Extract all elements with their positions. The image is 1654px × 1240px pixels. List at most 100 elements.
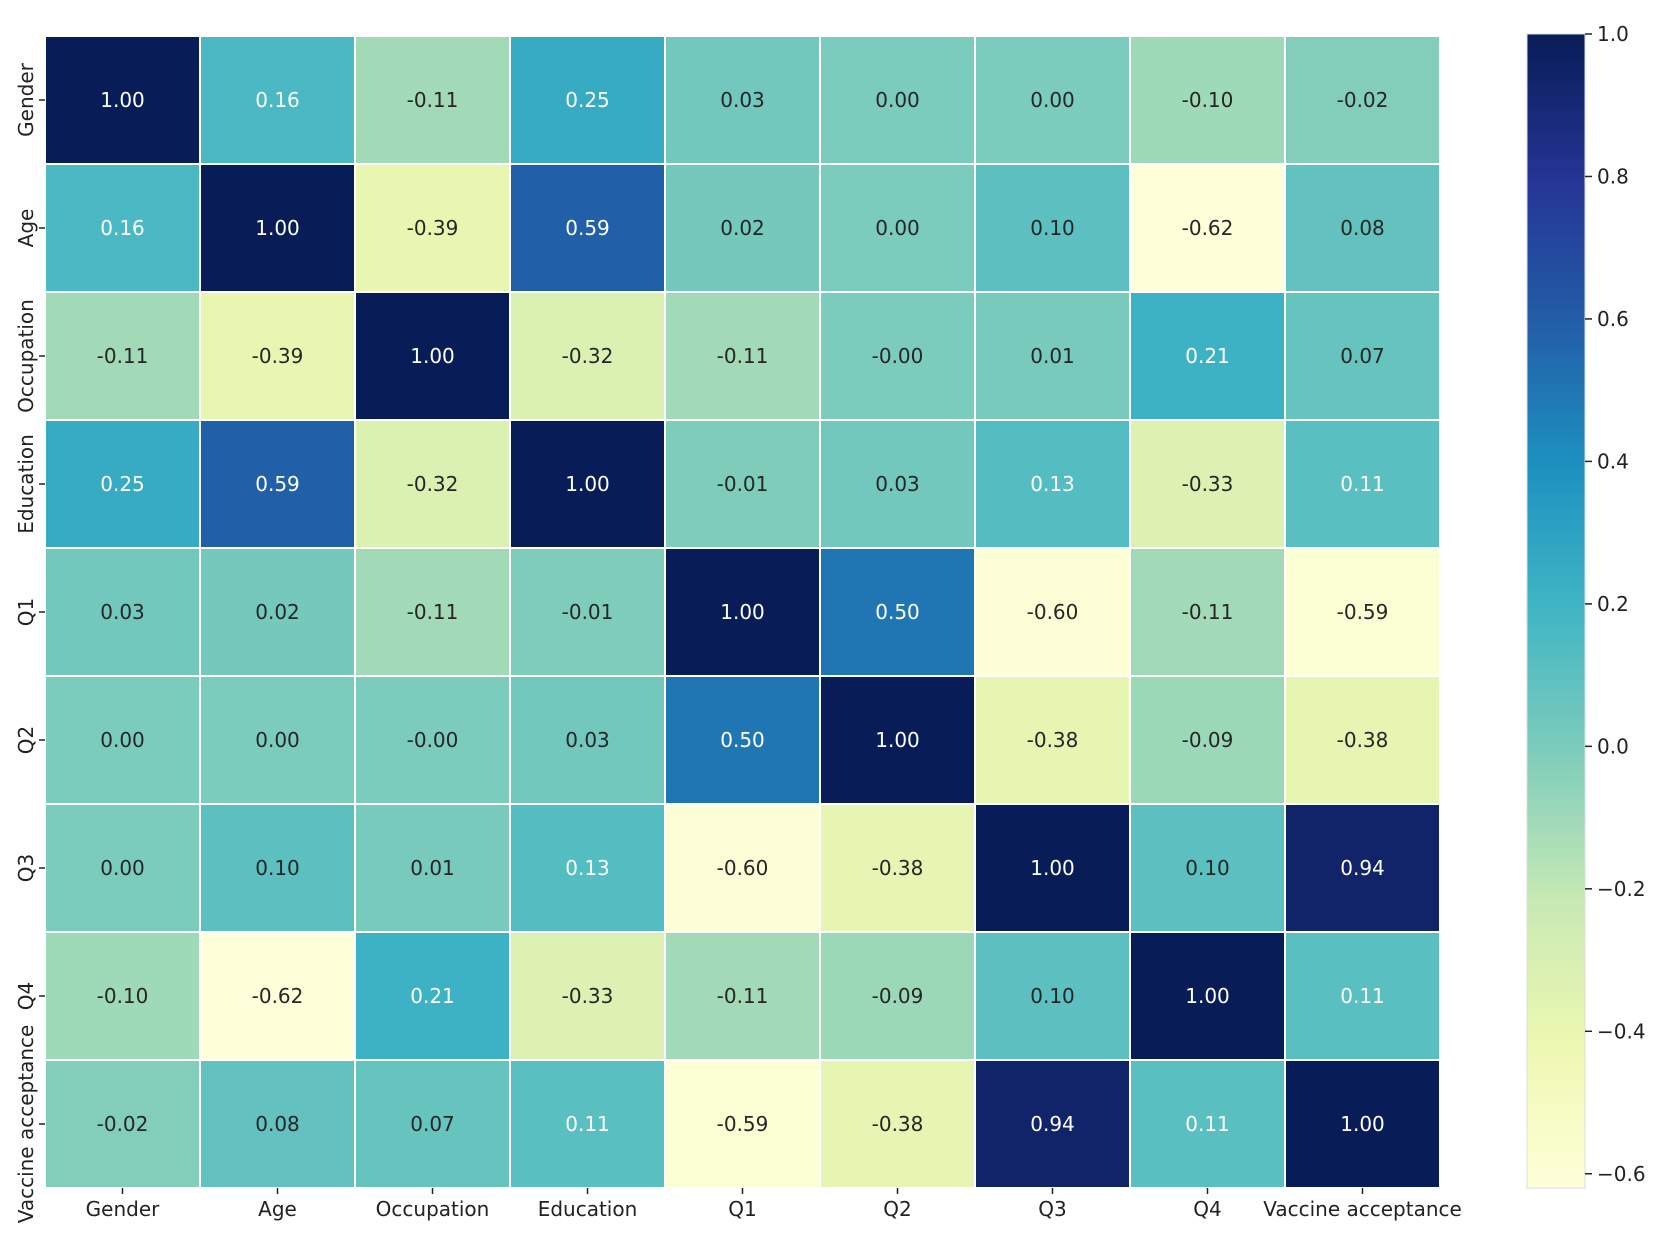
heatmap-cell	[1284, 675, 1441, 805]
heatmap-cell	[44, 931, 201, 1061]
cell-value-label: 0.50	[720, 728, 765, 752]
cell-value-label: 1.00	[720, 600, 765, 624]
heatmap-cell	[664, 675, 821, 805]
cell-value-label: 0.03	[720, 88, 765, 112]
x-tick-label: Age	[258, 1197, 297, 1221]
cell-value-label: 0.25	[100, 472, 145, 496]
heatmap-cell	[819, 547, 976, 677]
heatmap-cell	[354, 163, 511, 293]
heatmap-cell	[44, 163, 201, 293]
heatmap-cell	[509, 419, 666, 549]
cell-value-label: -0.33	[1182, 472, 1234, 496]
x-tick-label: Q3	[1038, 1197, 1066, 1221]
cell-value-label: -0.59	[717, 1112, 769, 1136]
cell-value-label: 1.00	[875, 728, 920, 752]
cell-value-label: -0.62	[252, 984, 304, 1008]
cell-value-label: -0.10	[1182, 88, 1234, 112]
cell-value-label: 0.02	[720, 216, 765, 240]
x-tick-label: Vaccine acceptance	[1263, 1197, 1462, 1221]
cell-value-label: -0.60	[717, 856, 769, 880]
heatmap-cell	[974, 547, 1131, 677]
heatmap-cell	[354, 291, 511, 421]
heatmap-cell	[1284, 291, 1441, 421]
colorbar-tick-label: −0.4	[1597, 1019, 1646, 1043]
cell-value-label: -0.10	[97, 984, 149, 1008]
cell-value-label: 0.00	[100, 728, 145, 752]
heatmap-cell	[44, 675, 201, 805]
cell-value-label: 0.94	[1340, 856, 1385, 880]
heatmap-cell	[1129, 163, 1286, 293]
colorbar-tick-label: 0.0	[1597, 734, 1629, 758]
heatmap-cell	[819, 675, 976, 805]
heatmap-cells	[44, 35, 1441, 1189]
cell-value-label: 0.07	[410, 1112, 455, 1136]
cell-value-label: -0.11	[97, 344, 149, 368]
cell-value-label: 1.00	[410, 344, 455, 368]
heatmap-cell	[354, 675, 511, 805]
heatmap-cell	[199, 1059, 356, 1189]
heatmap-cell	[509, 675, 666, 805]
x-tick-label: Q4	[1193, 1197, 1221, 1221]
cell-value-label: -0.39	[407, 216, 459, 240]
heatmap-cell	[509, 931, 666, 1061]
colorbar-tick-label: −0.6	[1597, 1162, 1646, 1186]
cell-value-label: 0.08	[1340, 216, 1385, 240]
cell-value-label: -0.11	[407, 600, 459, 624]
heatmap-cell	[1284, 547, 1441, 677]
y-tick-label: Q3	[14, 854, 38, 882]
colorbar-tick-label: 0.4	[1597, 449, 1629, 473]
cell-value-label: -0.11	[407, 88, 459, 112]
y-tick-label: Q1	[14, 598, 38, 626]
colorbar-tick-label: −0.2	[1597, 877, 1646, 901]
heatmap-cell	[44, 35, 201, 165]
cell-value-label: -0.09	[1182, 728, 1234, 752]
cell-value-label: 0.00	[100, 856, 145, 880]
cell-value-label: -0.59	[1337, 600, 1389, 624]
cell-value-label: 0.00	[255, 728, 300, 752]
x-tick-label: Occupation	[376, 1197, 490, 1221]
heatmap-cell	[354, 547, 511, 677]
x-tick-label: Education	[538, 1197, 638, 1221]
cell-value-label: -0.33	[562, 984, 614, 1008]
cell-value-label: 1.00	[1030, 856, 1075, 880]
heatmap-cell	[664, 931, 821, 1061]
cell-value-label: 0.16	[100, 216, 145, 240]
cell-value-label: 0.10	[1030, 216, 1075, 240]
cell-value-label: -0.62	[1182, 216, 1234, 240]
y-tick-label: Q4	[14, 982, 38, 1010]
cell-value-label: 0.01	[1030, 344, 1075, 368]
cell-value-label: 0.00	[875, 216, 920, 240]
y-tick-label: Vaccine acceptance	[14, 1025, 38, 1224]
cell-value-label: 0.11	[1340, 984, 1385, 1008]
heatmap-cell	[819, 35, 976, 165]
cell-value-label: 1.00	[100, 88, 145, 112]
cell-value-label: 0.07	[1340, 344, 1385, 368]
heatmap-cell	[509, 291, 666, 421]
heatmap-cell	[1284, 419, 1441, 549]
cell-value-label: -0.02	[97, 1112, 149, 1136]
cell-value-label: 0.10	[255, 856, 300, 880]
heatmap-cell	[44, 803, 201, 933]
cell-value-label: 1.00	[565, 472, 610, 496]
heatmap-cell	[44, 1059, 201, 1189]
cell-value-labels: 1.00 0.16 -0.11 0.25 0.03 0.00 0.00 -0.10 -0.02 0…	[97, 88, 1389, 1136]
cell-value-label: 0.59	[565, 216, 610, 240]
cell-value-label: 0.00	[1030, 88, 1075, 112]
x-axis: Gender Age Occupation Education Q1 Q2 Q3 Q4 Vacc…	[86, 1188, 1462, 1221]
y-tick-label: Q2	[14, 726, 38, 754]
cell-value-label: -0.11	[1182, 600, 1234, 624]
heatmap-cell	[509, 35, 666, 165]
y-tick-label: Occupation	[14, 299, 38, 413]
cell-value-label: -0.38	[1027, 728, 1079, 752]
cell-value-label: -0.11	[717, 984, 769, 1008]
cell-value-label: 0.25	[565, 88, 610, 112]
cell-value-label: 0.11	[565, 1112, 610, 1136]
x-tick-label: Q1	[728, 1197, 756, 1221]
cell-value-label: 1.00	[1185, 984, 1230, 1008]
colorbar-tick-label: 0.2	[1597, 592, 1629, 616]
cell-value-label: 0.10	[1030, 984, 1075, 1008]
cell-value-label: 0.03	[100, 600, 145, 624]
cell-value-label: 0.16	[255, 88, 300, 112]
x-tick-label: Gender	[86, 1197, 160, 1221]
cell-value-label: -0.01	[717, 472, 769, 496]
